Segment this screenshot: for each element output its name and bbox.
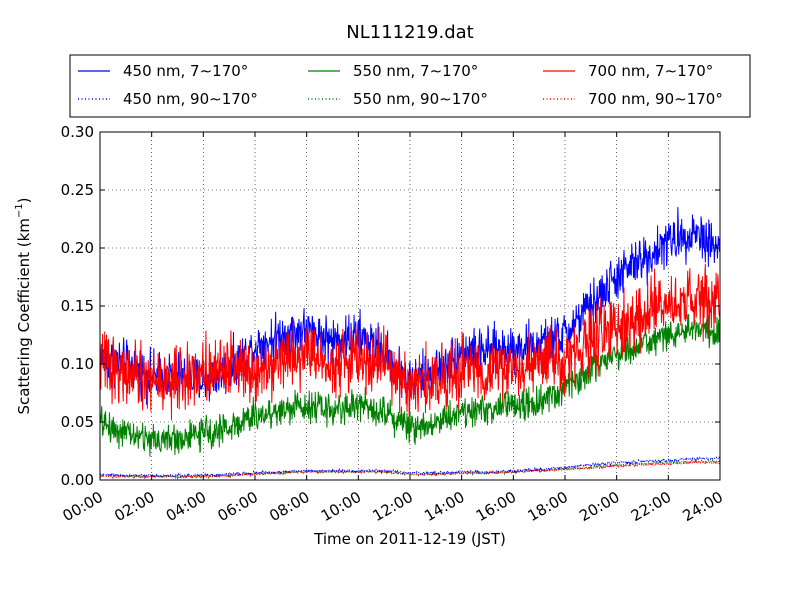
legend-label: 550 nm, 90∼170° xyxy=(353,90,488,108)
legend-label: 450 nm, 90∼170° xyxy=(123,90,258,108)
x-tick-label: 00:00 xyxy=(60,488,106,525)
series-line xyxy=(99,456,721,479)
y-tick-label: 0.30 xyxy=(61,123,94,141)
series-line xyxy=(99,263,721,421)
x-tick-label: 18:00 xyxy=(525,488,571,525)
x-tick-label: 24:00 xyxy=(680,488,726,525)
x-tick-label: 14:00 xyxy=(421,488,467,525)
legend-label: 550 nm, 7∼170° xyxy=(353,62,478,80)
chart-title: NL111219.dat xyxy=(346,22,473,43)
y-tick-label: 0.20 xyxy=(61,239,94,257)
y-tick-label: 0.00 xyxy=(61,471,94,489)
y-axis-label-close: ) xyxy=(15,197,33,203)
y-tick-label: 0.10 xyxy=(61,355,94,373)
y-axis-label-exponent: −1 xyxy=(14,203,25,218)
x-tick-label: 22:00 xyxy=(628,488,674,525)
plot-area xyxy=(99,207,721,480)
legend-label: 450 nm, 7∼170° xyxy=(123,62,248,80)
y-axis-label: Scattering Coefficient (km−1) xyxy=(14,197,33,414)
y-axis-label-main: Scattering Coefficient (km xyxy=(15,218,33,414)
x-tick-label: 04:00 xyxy=(163,488,209,525)
x-tick-label: 12:00 xyxy=(370,488,416,525)
x-tick-label: 06:00 xyxy=(215,488,261,525)
x-tick-label: 10:00 xyxy=(318,488,364,525)
x-axis-label: Time on 2011-12-19 (JST) xyxy=(313,530,506,548)
legend: 450 nm, 7∼170° 550 nm, 7∼170° 700 nm, 7∼17… xyxy=(69,54,751,118)
x-tick-label: 02:00 xyxy=(111,488,157,525)
legend-frame xyxy=(69,54,751,118)
legend-label: 700 nm, 90∼170° xyxy=(588,90,723,108)
x-tick-label: 20:00 xyxy=(576,488,622,525)
y-tick-label: 0.15 xyxy=(61,297,94,315)
y-tick-label: 0.25 xyxy=(61,181,94,199)
x-tick-label: 08:00 xyxy=(266,488,312,525)
x-tick-label: 16:00 xyxy=(473,488,519,525)
grid xyxy=(100,132,720,480)
legend-label: 700 nm, 7∼170° xyxy=(588,62,713,80)
y-tick-label: 0.05 xyxy=(61,413,94,431)
